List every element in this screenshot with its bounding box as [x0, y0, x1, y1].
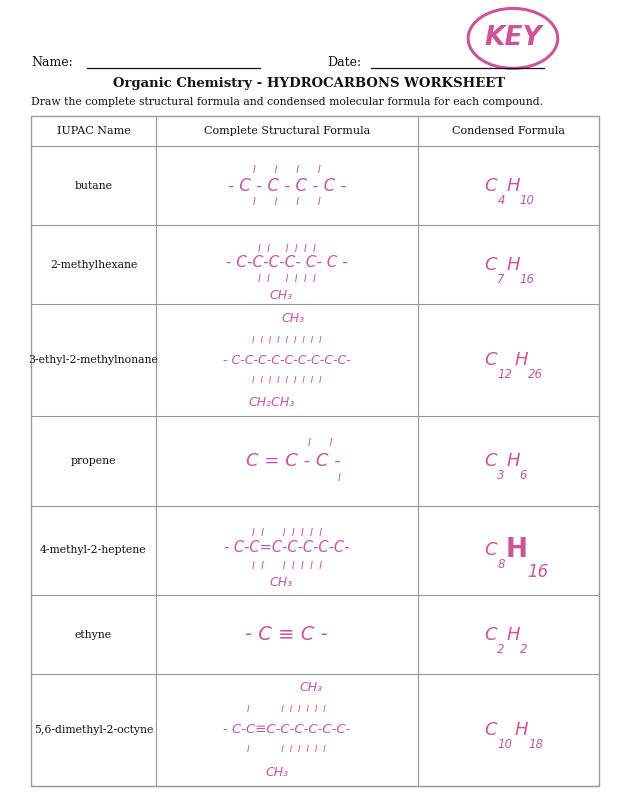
Text: Condensed Formula: Condensed Formula [452, 126, 565, 136]
Text: I  I  I  I  I  I  I  I  I: I I I I I I I I I [252, 375, 321, 385]
Text: CH₃: CH₃ [269, 289, 292, 302]
Text: IUPAC Name: IUPAC Name [57, 126, 130, 136]
Text: H: H [506, 256, 520, 274]
Bar [31, 116, 599, 786]
Text: - C - C - C - C -: - C - C - C - C - [227, 177, 346, 195]
Text: - C-C≡C-C-C-C-C-C-: - C-C≡C-C-C-C-C-C- [223, 723, 350, 737]
Text: Complete Structural Formula: Complete Structural Formula [203, 126, 370, 136]
Text: I: I [338, 474, 341, 483]
Text: I           I  I  I  I  I  I: I I I I I I I [247, 746, 326, 754]
Text: I  I     I  I  I  I: I I I I I I [258, 274, 316, 284]
Text: 10: 10 [520, 194, 535, 207]
Text: ethyne: ethyne [75, 630, 112, 640]
Text: 6: 6 [520, 469, 527, 482]
Text: C: C [484, 256, 496, 274]
Text: 2-methylhexane: 2-methylhexane [50, 260, 137, 270]
Text: I      I      I      I: I I I I [253, 165, 321, 175]
Text: 4: 4 [497, 194, 505, 207]
Text: propene: propene [70, 456, 116, 466]
Text: 7: 7 [497, 273, 505, 286]
Text: I  I      I  I  I  I  I: I I I I I I I [252, 562, 322, 571]
Text: H: H [515, 351, 528, 369]
Text: Draw the complete structural formula and condensed molecular formula for each co: Draw the complete structural formula and… [31, 97, 543, 106]
Text: - C-C-C-C- C- C -: - C-C-C-C- C- C - [226, 255, 348, 270]
Text: I      I: I I [308, 438, 333, 448]
Text: H: H [506, 452, 520, 470]
Text: CH₂CH₃: CH₂CH₃ [248, 396, 294, 409]
Text: H: H [515, 721, 528, 739]
Text: Name:: Name: [31, 56, 73, 69]
Text: C: C [484, 542, 496, 559]
Text: Date:: Date: [328, 56, 362, 69]
Text: butane: butane [74, 181, 112, 191]
Text: I  I      I  I  I  I  I: I I I I I I I [252, 528, 322, 538]
Text: - C ≡ C -: - C ≡ C - [245, 626, 328, 644]
Text: H: H [506, 177, 520, 195]
Text: 5,6-dimethyl-2-octyne: 5,6-dimethyl-2-octyne [34, 725, 153, 735]
Text: H: H [506, 538, 528, 563]
Text: 16: 16 [520, 273, 535, 286]
Text: 16: 16 [528, 563, 549, 581]
Text: 4-methyl-2-heptene: 4-methyl-2-heptene [40, 546, 146, 555]
Text: C = C - C -: C = C - C - [245, 452, 341, 470]
Text: - C-C-C-C-C-C-C-C-C-: - C-C-C-C-C-C-C-C-C- [223, 354, 350, 366]
Text: C: C [484, 452, 496, 470]
Text: 2: 2 [520, 642, 527, 656]
Text: 3-ethyl-2-methylnonane: 3-ethyl-2-methylnonane [28, 355, 158, 365]
Text: KEY: KEY [484, 26, 542, 51]
Text: I      I      I      I: I I I I [253, 197, 321, 207]
Text: I  I     I  I  I  I: I I I I I I [258, 244, 316, 254]
Text: 2: 2 [497, 642, 505, 656]
Text: H: H [506, 626, 520, 644]
Text: 12: 12 [497, 368, 512, 381]
Text: 10: 10 [497, 738, 512, 751]
Text: CH₃: CH₃ [300, 681, 323, 694]
Text: 8: 8 [497, 558, 505, 571]
Text: 3: 3 [497, 469, 505, 482]
Text: C: C [484, 351, 496, 369]
Text: CH₃: CH₃ [281, 312, 305, 325]
Text: CH₃: CH₃ [269, 576, 292, 589]
Text: 26: 26 [528, 368, 543, 381]
Text: - C-C=C-C-C-C-C-: - C-C=C-C-C-C-C- [224, 541, 349, 555]
Text: C: C [484, 721, 496, 739]
Text: C: C [484, 177, 496, 195]
Text: C: C [484, 626, 496, 644]
Text: I  I  I  I  I  I  I  I  I: I I I I I I I I I [252, 335, 321, 345]
Text: CH₃: CH₃ [266, 766, 289, 779]
Text: Organic Chemistry - HYDROCARBONS WORKSHEET: Organic Chemistry - HYDROCARBONS WORKSHE… [113, 78, 505, 90]
Text: I           I  I  I  I  I  I: I I I I I I I [247, 706, 326, 714]
Text: 18: 18 [528, 738, 543, 751]
